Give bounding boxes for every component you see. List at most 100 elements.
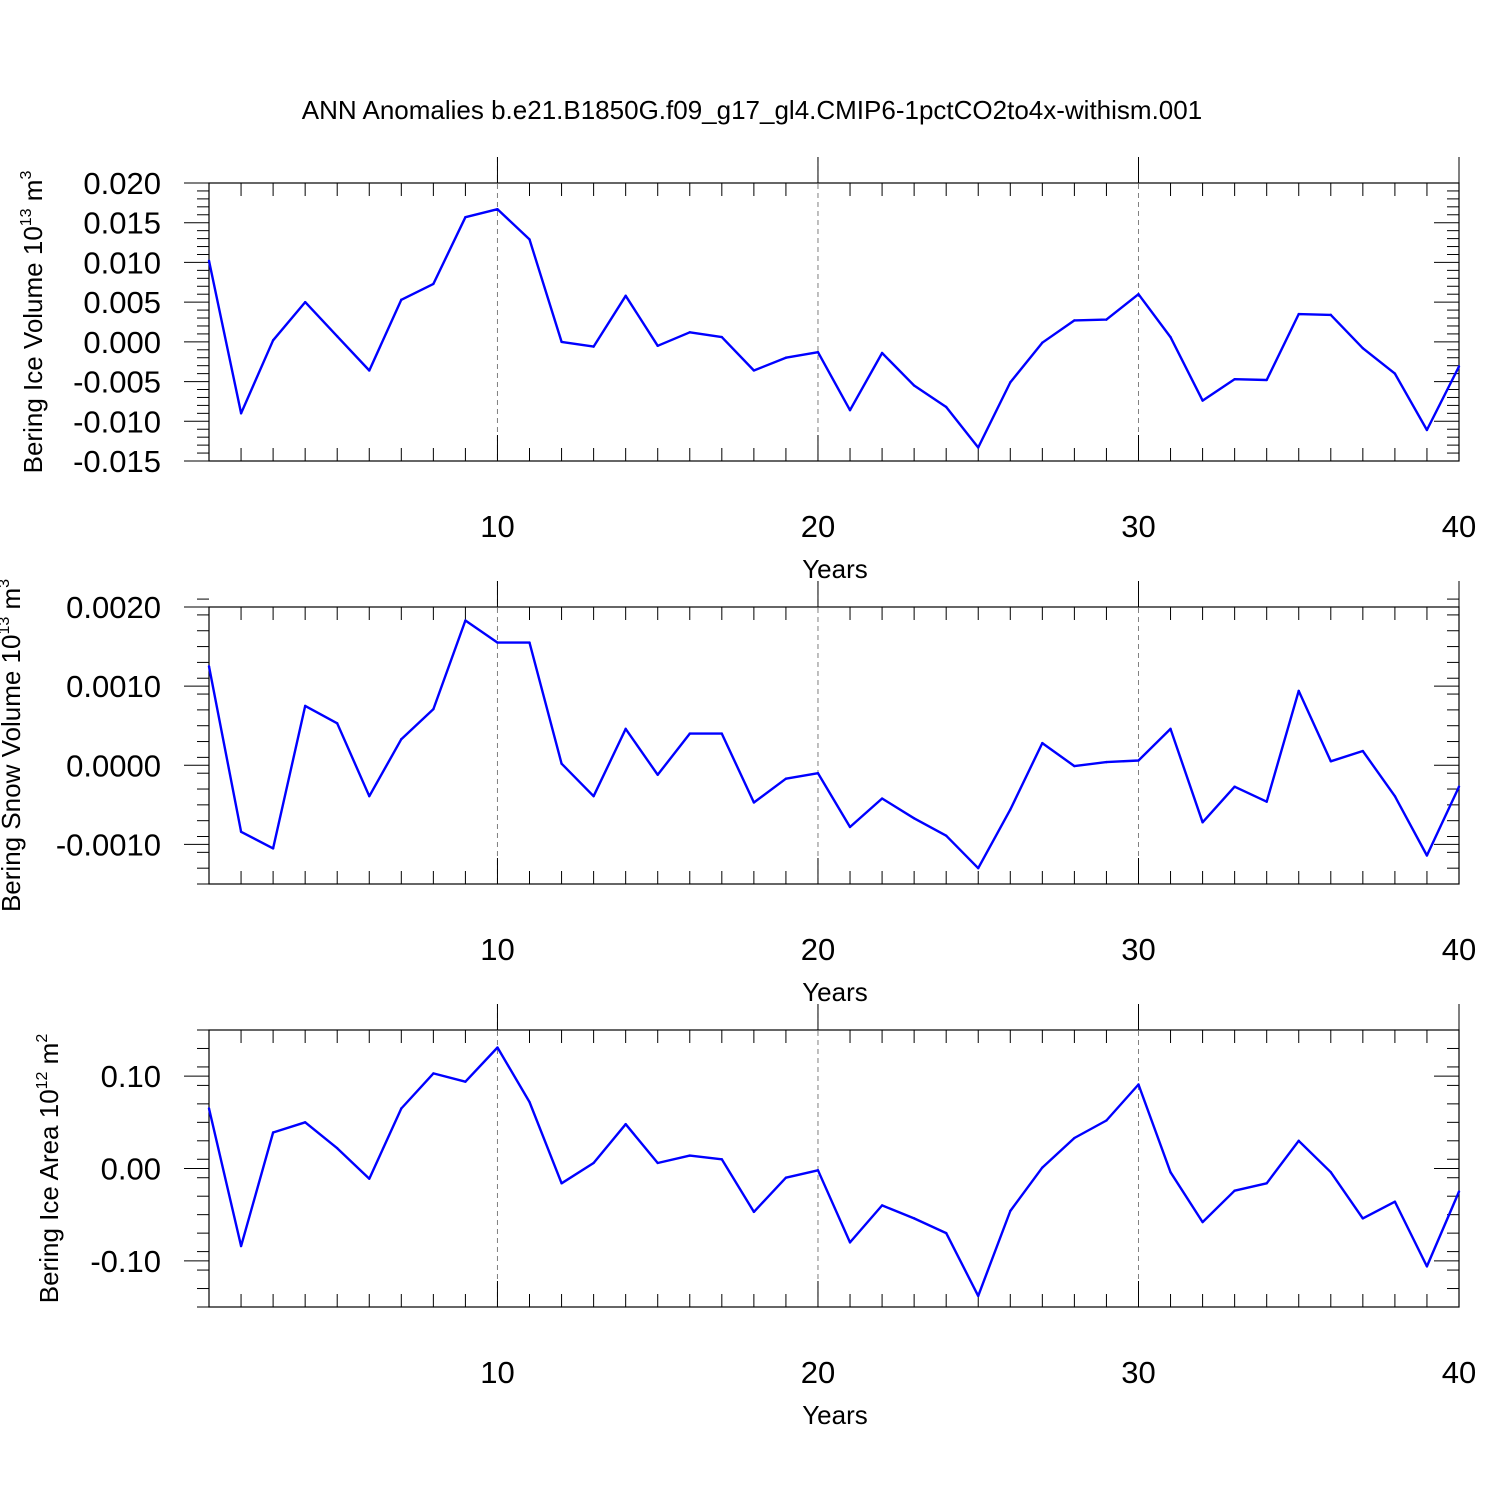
- data-point: [1233, 785, 1236, 788]
- x-tick-label: 40: [1442, 932, 1476, 967]
- figure-title: ANN Anomalies b.e21.B1850G.f09_g17_gl4.C…: [302, 95, 1202, 125]
- data-point: [1457, 1190, 1461, 1193]
- data-point: [271, 1131, 275, 1134]
- x-tick-label: 20: [801, 509, 835, 544]
- y-axis-label-unit: m: [34, 1043, 64, 1072]
- data-point: [1201, 399, 1204, 402]
- y-axis-label-unit-exponent: 2: [34, 1034, 51, 1043]
- data-point: [303, 1121, 307, 1124]
- data-point: [880, 1204, 884, 1207]
- data-point: [1137, 759, 1140, 762]
- x-tick-label: 10: [480, 1355, 514, 1390]
- data-point: [624, 1122, 627, 1126]
- data-point: [336, 722, 339, 725]
- x-tick-label: 20: [801, 1355, 835, 1390]
- data-point: [271, 847, 275, 850]
- y-tick-label: 0.10: [101, 1059, 161, 1094]
- y-axis-label-unit: m: [0, 588, 26, 617]
- data-point: [784, 777, 788, 780]
- data-point: [1265, 1182, 1268, 1185]
- data-point: [1457, 785, 1461, 788]
- data-point: [528, 1100, 531, 1104]
- data-point: [303, 704, 307, 708]
- data-point: [688, 732, 691, 735]
- data-point: [816, 1169, 820, 1172]
- data-point: [560, 762, 563, 765]
- x-tick-label: 30: [1121, 932, 1155, 967]
- data-point: [1073, 319, 1076, 322]
- data-point: [592, 1161, 595, 1165]
- y-axis-label-unit-exponent: 3: [18, 171, 35, 180]
- data-point: [656, 344, 659, 348]
- data-point: [1009, 808, 1012, 811]
- data-point: [656, 1161, 659, 1165]
- data-point: [432, 707, 435, 711]
- plot-frame: [208, 1029, 1460, 1308]
- y-axis-label-exponent: 13: [18, 208, 35, 226]
- data-point: [1329, 1170, 1332, 1174]
- chart-panel-1: 10 20 30 40 Years -0.015 -0.010 -0.005 0.000 0.00…: [18, 157, 1476, 584]
- data-point: [848, 825, 852, 829]
- y-tick-label: -0.015: [73, 444, 161, 479]
- y-tick-label: 0.00: [101, 1152, 161, 1187]
- y-tick-label: 0.010: [83, 245, 161, 280]
- data-point: [848, 408, 852, 412]
- data-point: [496, 208, 499, 211]
- data-point: [752, 369, 756, 372]
- data-point: [464, 215, 467, 219]
- data-point: [624, 294, 627, 297]
- y-axis-label-text: Bering Ice Volume 10: [18, 226, 48, 473]
- y-tick-label: 0.0010: [66, 669, 161, 704]
- chart-panels: 10 20 30 40 Years -0.015 -0.010 -0.005 0.000 0.00…: [0, 157, 1476, 1430]
- data-point: [1041, 1166, 1044, 1169]
- data-point: [1297, 689, 1300, 693]
- data-point: [496, 641, 499, 644]
- data-point: [1105, 1119, 1108, 1122]
- data-point: [848, 1241, 852, 1244]
- data-point: [880, 797, 884, 800]
- data-point: [1457, 365, 1461, 368]
- data-point: [816, 350, 820, 354]
- data-point: [688, 331, 691, 334]
- data-point: [784, 356, 788, 359]
- data-point: [1361, 749, 1365, 753]
- y-tick-label: 0.005: [83, 285, 161, 320]
- data-point: [1361, 347, 1365, 350]
- x-tick-label: 30: [1121, 509, 1155, 544]
- y-tick-label: 0.0000: [66, 748, 161, 783]
- data-point: [528, 238, 531, 241]
- data-point: [1425, 428, 1429, 432]
- data-point: [944, 1231, 948, 1235]
- chart-panel-2: 10 20 30 40 Years -0.0010 0.0000 0.0010 0.0020 Be…: [0, 579, 1476, 1007]
- data-point: [560, 1182, 563, 1185]
- data-point: [1137, 1083, 1140, 1086]
- chart-panel-3: 10 20 30 40 Years -0.10 0.00 0.10 Bering Ice Are…: [34, 1004, 1476, 1430]
- series-line: [207, 207, 1461, 449]
- y-axis-label-exponent: 13: [0, 617, 13, 635]
- y-tick-label: 0.015: [83, 206, 161, 241]
- x-tick-label: 30: [1121, 1355, 1155, 1390]
- data-point: [1201, 1220, 1204, 1224]
- x-tick-label: 10: [480, 932, 514, 967]
- data-point: [1297, 312, 1300, 316]
- data-point: [432, 1072, 435, 1075]
- data-point: [784, 1176, 788, 1179]
- data-point: [592, 345, 595, 348]
- data-point: [688, 1154, 691, 1157]
- y-axis-label-unit: m: [18, 180, 48, 209]
- data-point: [400, 1107, 403, 1110]
- data-point: [752, 1210, 756, 1214]
- data-point: [207, 665, 211, 668]
- data-point: [977, 866, 980, 870]
- y-axis-label: Bering Ice Volume 1013 m3: [18, 171, 48, 474]
- series-line: [207, 619, 1461, 870]
- y-axis-label-unit-exponent: 3: [0, 579, 13, 588]
- y-tick-label: -0.0010: [56, 827, 161, 862]
- data-point: [880, 351, 884, 355]
- data-point: [464, 619, 467, 622]
- data-point: [1041, 741, 1044, 745]
- data-point: [239, 830, 243, 833]
- x-tick-label: 40: [1442, 509, 1476, 544]
- y-axis-label-text: Bering Ice Area 10: [34, 1089, 64, 1303]
- data-point: [1329, 760, 1332, 763]
